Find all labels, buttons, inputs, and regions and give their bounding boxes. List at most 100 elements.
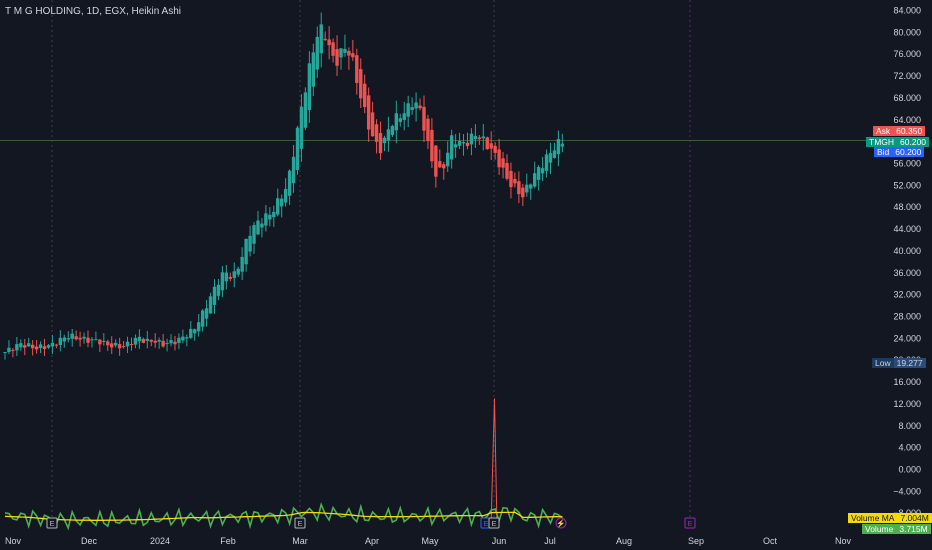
candle-body [30, 344, 35, 349]
candle-body [34, 346, 39, 350]
candle-body [248, 235, 252, 252]
candle-body [410, 107, 414, 110]
x-tick-label: Apr [365, 536, 379, 546]
candle-body [145, 338, 150, 341]
candle-body [272, 212, 276, 218]
y-tick-label: 28.000 [893, 312, 921, 322]
candle-body [240, 256, 244, 272]
x-tick-label: 2024 [150, 536, 170, 546]
candle-body [347, 50, 351, 56]
y-tick-label: 48.000 [893, 202, 921, 212]
y-tick-label: 24.000 [893, 333, 921, 343]
event-marker-label: ⚡ [556, 519, 565, 528]
candle-body [540, 168, 545, 174]
candle-body [390, 125, 395, 135]
candle-body [426, 118, 430, 142]
candle-body [113, 342, 118, 346]
candle-body [66, 338, 70, 340]
candle-body [291, 156, 296, 184]
candle-body [493, 145, 497, 153]
event-marker[interactable] [294, 517, 306, 529]
ask-tag: Ask 60.350 [873, 126, 926, 136]
candle-body [414, 102, 418, 109]
candle-body [449, 135, 454, 160]
low-tag: Low 19.277 [872, 358, 926, 368]
candle-body [268, 214, 272, 220]
candle-body [295, 127, 300, 171]
candle-body [193, 329, 197, 334]
candle-body [434, 145, 438, 177]
candle-body [252, 225, 256, 244]
volume-ma-line [4, 511, 563, 521]
ask-tag-label: Ask [873, 126, 894, 136]
candle-body [481, 136, 485, 139]
candle-body [311, 52, 316, 87]
candle-body [521, 187, 525, 198]
candle-body [46, 345, 51, 348]
candle-body [236, 268, 240, 275]
event-marker[interactable] [684, 517, 696, 529]
y-tick-label: −4.000 [893, 486, 921, 496]
candle-body [19, 343, 23, 348]
candle-body [501, 158, 505, 168]
candle-body [283, 189, 288, 203]
candle-body [469, 133, 474, 145]
y-tick-label: 56.000 [893, 159, 921, 169]
candle-body [363, 83, 367, 108]
candles [3, 12, 565, 360]
candle-body [153, 340, 157, 343]
candle-body [82, 336, 86, 339]
candle-body [418, 105, 422, 109]
candle-body [532, 173, 537, 187]
candle-body [196, 322, 201, 332]
candle-body [461, 142, 466, 144]
candle-body [11, 349, 15, 351]
x-tick-label: Oct [763, 536, 778, 546]
candle-body [536, 166, 541, 180]
volume-tag-label: Volume [862, 524, 897, 534]
candle-body [185, 337, 189, 339]
candle-body [220, 272, 225, 291]
event-marker[interactable] [555, 517, 567, 529]
candle-body [54, 344, 59, 346]
event-marker[interactable] [46, 517, 58, 529]
candle-body [366, 95, 371, 130]
candle-body [23, 345, 27, 348]
candle-body [165, 342, 169, 344]
event-marker-label: E [687, 519, 692, 528]
candle-body [517, 181, 521, 195]
candle-body [315, 36, 319, 70]
x-tick-label: Nov [5, 536, 22, 546]
candle-body [359, 69, 363, 99]
y-tick-label: 4.000 [898, 443, 921, 453]
event-marker[interactable] [488, 517, 500, 529]
candle-body [106, 341, 110, 346]
candle-body [7, 347, 11, 353]
candle-body [110, 343, 114, 348]
candle-body [529, 184, 533, 189]
y-tick-label: 68.000 [893, 93, 921, 103]
candle-body [228, 276, 233, 279]
candle-body [560, 143, 565, 147]
x-tick-label: Aug [616, 536, 632, 546]
candle-body [442, 164, 446, 169]
ask-tag-value: 60.350 [893, 126, 926, 136]
candle-body [212, 286, 217, 305]
last-price-tag-label: TMGH [866, 137, 898, 147]
candle-body [406, 103, 410, 117]
candle-body [232, 271, 236, 278]
low-tag-value: 19.277 [893, 358, 926, 368]
candle-body [216, 284, 221, 296]
candle-body [556, 139, 561, 155]
y-tick-label: 40.000 [893, 246, 921, 256]
candle-body [276, 198, 280, 215]
y-tick-label: 84.000 [893, 6, 921, 16]
candle-body [287, 170, 292, 196]
candle-body [260, 223, 264, 228]
candle-body [457, 140, 462, 146]
candle-body [133, 337, 138, 345]
candle-body [15, 344, 19, 351]
candle-body [378, 133, 383, 154]
